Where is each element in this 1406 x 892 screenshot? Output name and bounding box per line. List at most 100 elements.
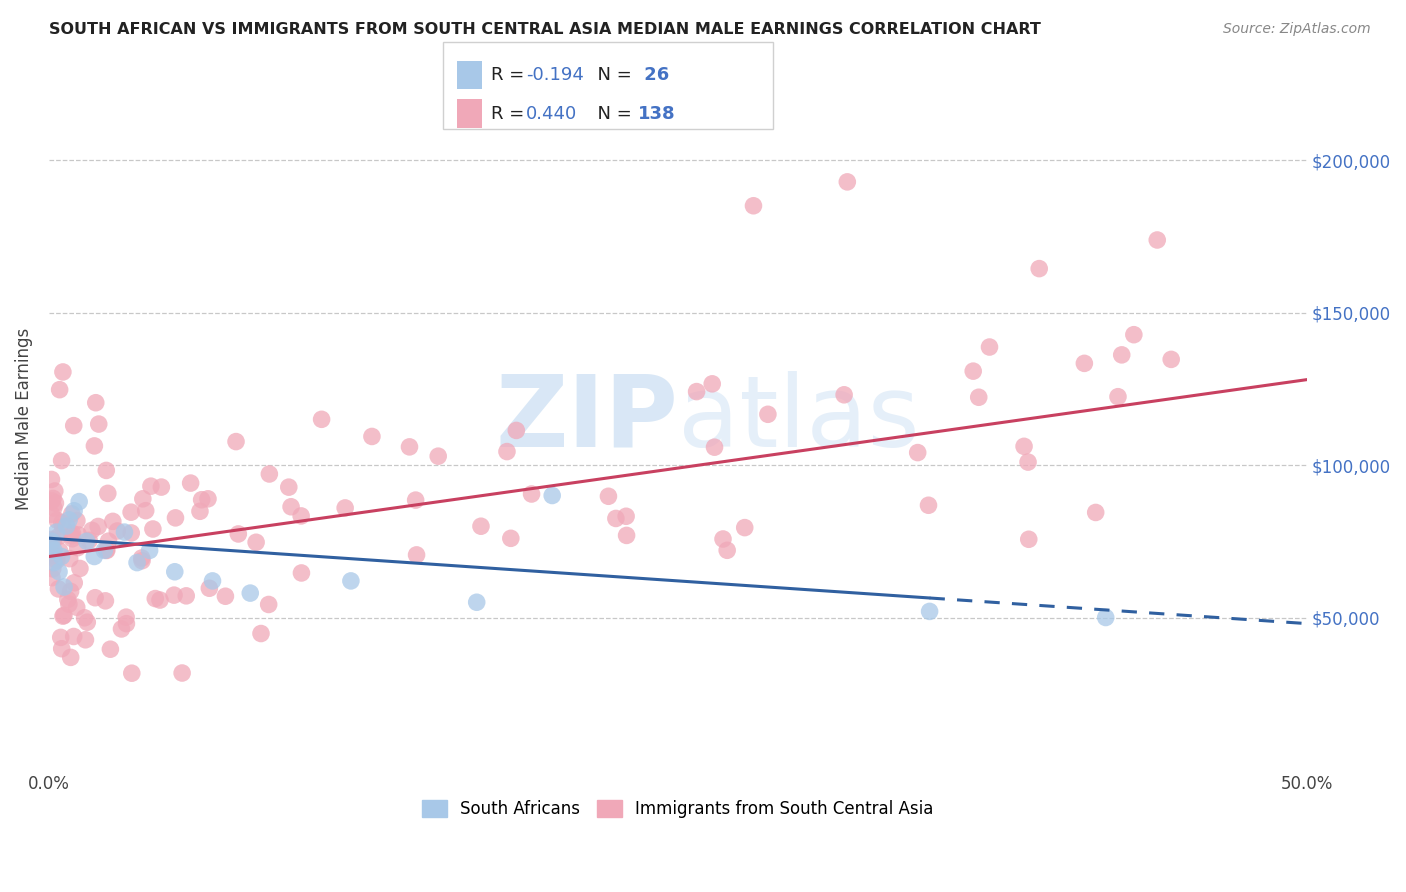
Point: [716, 543, 738, 558]
Point: [734, 520, 756, 534]
Point: [84, 395, 107, 409]
Point: [163, 565, 186, 579]
Text: R =: R =: [491, 104, 530, 122]
Point: [967, 390, 990, 404]
Point: [496, 444, 519, 458]
Point: [598, 489, 620, 503]
Point: [333, 500, 356, 515]
Point: [53, 608, 76, 623]
Point: [76, 534, 98, 549]
Point: [340, 574, 363, 588]
Point: [135, 503, 157, 517]
Point: [59, 650, 82, 665]
Point: [226, 527, 249, 541]
Point: [1084, 506, 1107, 520]
Point: [907, 445, 929, 459]
Point: [42, 500, 65, 515]
Point: [685, 384, 707, 399]
Point: [42, 491, 65, 506]
Point: [541, 489, 564, 503]
Point: [115, 610, 138, 624]
Point: [180, 476, 202, 491]
Point: [59, 551, 82, 566]
Point: [58, 513, 80, 527]
Point: [53, 580, 76, 594]
Point: [250, 626, 273, 640]
Point: [66, 514, 89, 528]
Point: [605, 511, 627, 525]
Point: [42, 548, 65, 562]
Point: [110, 622, 132, 636]
Point: [121, 666, 143, 681]
Point: [41, 571, 63, 585]
Text: N =: N =: [586, 66, 638, 84]
Point: [87, 417, 110, 431]
Point: [42, 543, 65, 558]
Point: [120, 505, 142, 519]
Point: [702, 376, 724, 391]
Point: [259, 467, 281, 481]
Point: [115, 616, 138, 631]
Point: [756, 407, 779, 421]
Point: [93, 543, 115, 558]
Point: [94, 594, 117, 608]
Point: [190, 492, 212, 507]
Point: [45, 553, 67, 567]
Point: [41, 534, 63, 549]
Point: [917, 498, 939, 512]
Point: [42, 562, 65, 576]
Point: [66, 600, 89, 615]
Point: [837, 175, 859, 189]
Point: [1146, 233, 1168, 247]
Point: [87, 519, 110, 533]
Point: [311, 412, 333, 426]
Point: [427, 449, 450, 463]
Point: [48, 530, 70, 544]
Point: [48, 383, 70, 397]
Point: [51, 516, 73, 530]
Point: [1160, 352, 1182, 367]
Point: [75, 632, 97, 647]
Point: [48, 565, 70, 579]
Point: [41, 533, 63, 547]
Point: [616, 528, 638, 542]
Point: [614, 509, 637, 524]
Point: [257, 598, 280, 612]
Point: [1012, 439, 1035, 453]
Point: [66, 541, 89, 555]
Point: [962, 364, 984, 378]
Point: [44, 483, 66, 498]
Point: [703, 440, 725, 454]
Point: [73, 611, 96, 625]
Point: [63, 575, 86, 590]
Point: [150, 480, 173, 494]
Point: [51, 641, 73, 656]
Point: [742, 199, 765, 213]
Point: [67, 494, 90, 508]
Point: [142, 522, 165, 536]
Point: [138, 543, 160, 558]
Point: [44, 496, 66, 510]
Point: [139, 479, 162, 493]
Point: [51, 549, 73, 564]
Point: [55, 519, 77, 533]
Point: [42, 533, 65, 548]
Text: SOUTH AFRICAN VS IMMIGRANTS FROM SOUTH CENTRAL ASIA MEDIAN MALE EARNINGS CORRELA: SOUTH AFRICAN VS IMMIGRANTS FROM SOUTH C…: [49, 22, 1040, 37]
Text: ZIP: ZIP: [495, 371, 678, 467]
Point: [1018, 533, 1040, 547]
Point: [60, 532, 83, 546]
Point: [69, 561, 91, 575]
Point: [979, 340, 1001, 354]
Point: [41, 473, 63, 487]
Point: [131, 554, 153, 568]
Point: [174, 589, 197, 603]
Point: [143, 591, 166, 606]
Point: [245, 535, 267, 549]
Y-axis label: Median Male Earnings: Median Male Earnings: [15, 328, 32, 510]
Point: [62, 630, 84, 644]
Point: [101, 514, 124, 528]
Point: [405, 493, 427, 508]
Point: [198, 581, 221, 595]
Point: [48, 582, 70, 596]
Point: [239, 586, 262, 600]
